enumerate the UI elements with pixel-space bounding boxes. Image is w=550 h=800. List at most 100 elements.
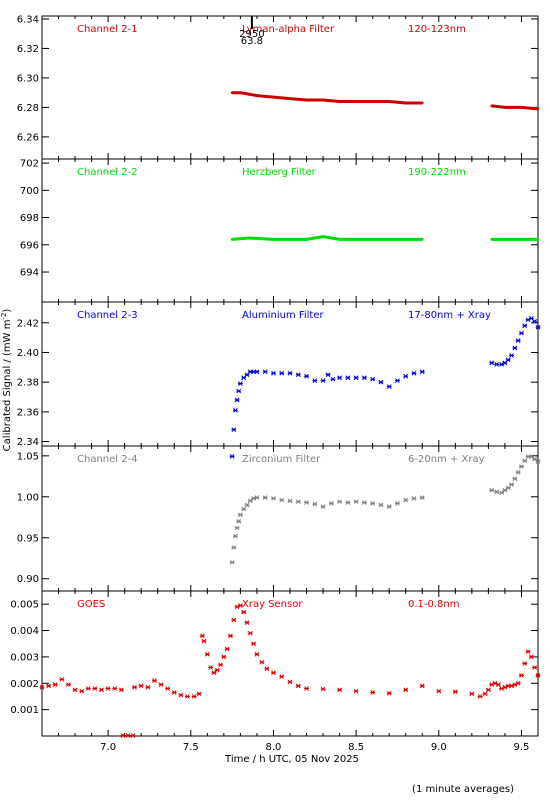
data-point [130, 733, 136, 738]
band-label: 120-123nm [408, 24, 466, 35]
data-point [255, 94, 259, 97]
data-point [495, 682, 501, 687]
channel-label: Channel 2-1 [77, 24, 138, 35]
data-point [234, 525, 240, 531]
data-point [244, 620, 250, 625]
data-point [304, 373, 309, 379]
data-point [378, 502, 384, 508]
data-point [201, 638, 207, 644]
series-line [232, 91, 423, 105]
data-point [330, 376, 336, 382]
y-tick-label: 702 [20, 159, 39, 170]
panel-frame [41, 301, 539, 447]
data-point [320, 686, 326, 692]
data-point [138, 683, 144, 689]
data-point [196, 691, 202, 697]
data-point [112, 686, 118, 691]
data-point [345, 375, 351, 381]
data-point [230, 238, 234, 241]
data-point [231, 617, 237, 623]
data-point [234, 397, 240, 403]
y-tick-label: 2.36 [17, 407, 39, 418]
data-point [370, 376, 376, 382]
filter-label: Aluminium Filter [242, 310, 325, 321]
data-point [522, 661, 528, 666]
data-point [505, 357, 511, 363]
data-point [321, 235, 325, 238]
data-point [321, 98, 325, 102]
panel-3: 2.34 2.36 2.38 2.40 2.42 Channel 2-3 Aluminium… [17, 301, 541, 459]
data-point [279, 497, 285, 503]
data-point [338, 238, 341, 241]
data-point [338, 100, 341, 103]
data-point [452, 689, 458, 695]
data-point [72, 687, 78, 693]
data-point [404, 101, 408, 105]
time-marker-label-1: 2950 [239, 29, 264, 40]
data-point [288, 97, 292, 100]
data-point [305, 238, 308, 241]
panel-frame [41, 158, 539, 303]
data-point [262, 369, 268, 375]
data-point [92, 686, 98, 691]
data-point [354, 238, 358, 241]
data-point [158, 682, 164, 687]
data-point [522, 458, 528, 464]
panels-group: 6.26 6.28 6.30 6.32 6.34 Channel 2-1 Lyman-alp… [10, 14, 541, 753]
y-axis-label-main: Calibrated Signal / (mW m [2, 320, 13, 452]
data-point [404, 238, 408, 241]
data-point [420, 238, 424, 241]
filter-label: Xray Sensor [242, 599, 303, 610]
data-point [287, 498, 293, 504]
panel-4: 0.90 0.95 1.00 1.05 Channel 2-4 Zirconium Fil… [17, 445, 541, 592]
data-point [231, 545, 237, 550]
y-tick-label: 6.32 [17, 44, 39, 55]
data-point [490, 238, 494, 241]
data-point [482, 691, 488, 697]
x-tick-label: 8.0 [266, 742, 282, 753]
y-tick-label: 696 [20, 240, 39, 251]
data-point [221, 654, 227, 660]
panel-5: 0.001 0.002 0.003 0.004 0.005 GOES Xray Sensor… [10, 590, 541, 738]
data-point [532, 456, 538, 462]
data-point [494, 489, 500, 495]
data-point [191, 694, 197, 699]
data-point [403, 373, 409, 379]
data-point [532, 665, 538, 670]
data-point [288, 238, 292, 241]
data-point [99, 687, 104, 693]
x-tick-label: 8.5 [348, 742, 364, 753]
data-point [386, 690, 392, 696]
y-tick-label: 698 [20, 213, 39, 224]
data-point [251, 496, 257, 501]
data-point [228, 633, 233, 639]
data-point [420, 101, 424, 105]
data-point [262, 495, 268, 500]
data-point [535, 673, 541, 678]
data-point [312, 501, 318, 507]
y-tick-label: 6.28 [17, 103, 39, 114]
data-point [520, 106, 523, 109]
data-point [519, 330, 524, 336]
data-point [46, 683, 52, 689]
data-point [178, 692, 184, 698]
data-point [403, 497, 409, 503]
y-axis-label: Calibrated Signal / (mW m-2) [0, 309, 13, 452]
band-label: 190-222nm [408, 167, 466, 178]
data-point [419, 369, 425, 375]
data-point [353, 375, 359, 381]
y-tick-label: 2.38 [17, 378, 39, 389]
data-point [312, 378, 318, 384]
data-point [536, 238, 540, 241]
data-point [337, 375, 342, 381]
data-point [502, 487, 508, 493]
data-point [509, 482, 514, 487]
data-point [295, 499, 301, 505]
data-point [214, 667, 220, 673]
data-point [387, 238, 391, 241]
data-point [499, 490, 505, 496]
y-tick-label: 6.26 [17, 132, 39, 143]
data-point [515, 680, 521, 686]
data-point [520, 238, 523, 241]
